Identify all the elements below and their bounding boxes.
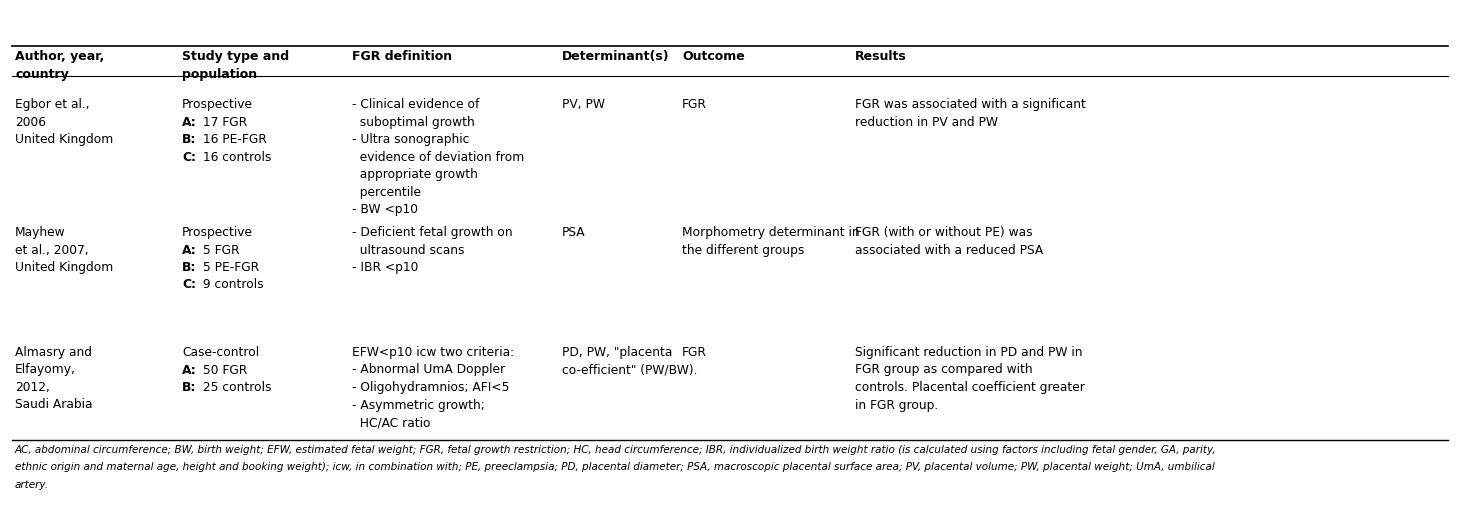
Text: Prospective: Prospective [182,98,253,111]
Text: FGR definition: FGR definition [352,50,453,63]
Text: C:: C: [182,150,196,164]
Text: 5 FGR: 5 FGR [199,243,239,257]
Text: PV, PW: PV, PW [562,98,604,111]
Text: A:: A: [182,115,197,129]
Text: United Kingdom: United Kingdom [15,133,114,146]
Text: AC, abdominal circumference; BW, birth weight; EFW, estimated fetal weight; FGR,: AC, abdominal circumference; BW, birth w… [15,445,1216,455]
Text: Significant reduction in PD and PW in: Significant reduction in PD and PW in [856,346,1082,359]
Text: artery.: artery. [15,480,50,490]
Text: et al., 2007,: et al., 2007, [15,243,89,257]
Text: Study type and: Study type and [182,50,289,63]
Text: evidence of deviation from: evidence of deviation from [352,150,524,164]
Text: Mayhew: Mayhew [15,226,66,239]
Text: Determinant(s): Determinant(s) [562,50,670,63]
Text: controls. Placental coefficient greater: controls. Placental coefficient greater [856,381,1085,394]
Text: - Asymmetric growth;: - Asymmetric growth; [352,398,485,411]
Text: suboptimal growth: suboptimal growth [352,115,475,129]
Text: associated with a reduced PSA: associated with a reduced PSA [856,243,1044,257]
Text: co-efficient" (PW/BW).: co-efficient" (PW/BW). [562,364,698,376]
Text: population: population [182,68,257,80]
Text: 17 FGR: 17 FGR [199,115,247,129]
Text: PSA: PSA [562,226,585,239]
Text: 16 controls: 16 controls [199,150,272,164]
Text: 5 PE-FGR: 5 PE-FGR [199,261,258,274]
Text: C:: C: [182,278,196,292]
Text: - Ultra sonographic: - Ultra sonographic [352,133,469,146]
Text: 16 PE-FGR: 16 PE-FGR [199,133,267,146]
Text: ethnic origin and maternal age, height and booking weight); icw, in combination : ethnic origin and maternal age, height a… [15,462,1215,472]
Text: percentile: percentile [352,185,420,199]
Text: FGR: FGR [682,98,707,111]
Text: Elfayomy,: Elfayomy, [15,364,76,376]
Text: 50 FGR: 50 FGR [199,364,247,376]
Text: EFW<p10 icw two criteria:: EFW<p10 icw two criteria: [352,346,514,359]
Text: B:: B: [182,133,197,146]
Text: - IBR <p10: - IBR <p10 [352,261,419,274]
Text: Morphometry determinant in: Morphometry determinant in [682,226,860,239]
Text: Prospective: Prospective [182,226,253,239]
Text: Almasry and: Almasry and [15,346,92,359]
Text: A:: A: [182,243,197,257]
Text: in FGR group.: in FGR group. [856,398,939,411]
Text: Saudi Arabia: Saudi Arabia [15,398,92,411]
Text: Results: Results [856,50,907,63]
Text: 9 controls: 9 controls [199,278,264,292]
Text: - BW <p10: - BW <p10 [352,203,418,216]
Text: PD, PW, "placenta: PD, PW, "placenta [562,346,673,359]
Text: B:: B: [182,261,197,274]
Text: appropriate growth: appropriate growth [352,168,477,181]
Text: the different groups: the different groups [682,243,804,257]
Text: 2006: 2006 [15,115,47,129]
Text: HC/AC ratio: HC/AC ratio [352,416,431,429]
Text: United Kingdom: United Kingdom [15,261,114,274]
Text: 2012,: 2012, [15,381,50,394]
Text: FGR: FGR [682,346,707,359]
Text: Egbor et al.,: Egbor et al., [15,98,89,111]
Text: A:: A: [182,364,197,376]
Text: - Clinical evidence of: - Clinical evidence of [352,98,479,111]
Text: ultrasound scans: ultrasound scans [352,243,464,257]
Text: country: country [15,68,69,80]
Text: FGR group as compared with: FGR group as compared with [856,364,1032,376]
Text: FGR (with or without PE) was: FGR (with or without PE) was [856,226,1032,239]
Text: Case-control: Case-control [182,346,258,359]
Text: reduction in PV and PW: reduction in PV and PW [856,115,999,129]
Text: FGR was associated with a significant: FGR was associated with a significant [856,98,1086,111]
Text: - Abnormal UmA Doppler: - Abnormal UmA Doppler [352,364,505,376]
Text: - Oligohydramnios; AFI<5: - Oligohydramnios; AFI<5 [352,381,510,394]
Text: 25 controls: 25 controls [199,381,272,394]
Text: - Deficient fetal growth on: - Deficient fetal growth on [352,226,512,239]
Text: B:: B: [182,381,197,394]
Text: Author, year,: Author, year, [15,50,104,63]
Text: Outcome: Outcome [682,50,745,63]
